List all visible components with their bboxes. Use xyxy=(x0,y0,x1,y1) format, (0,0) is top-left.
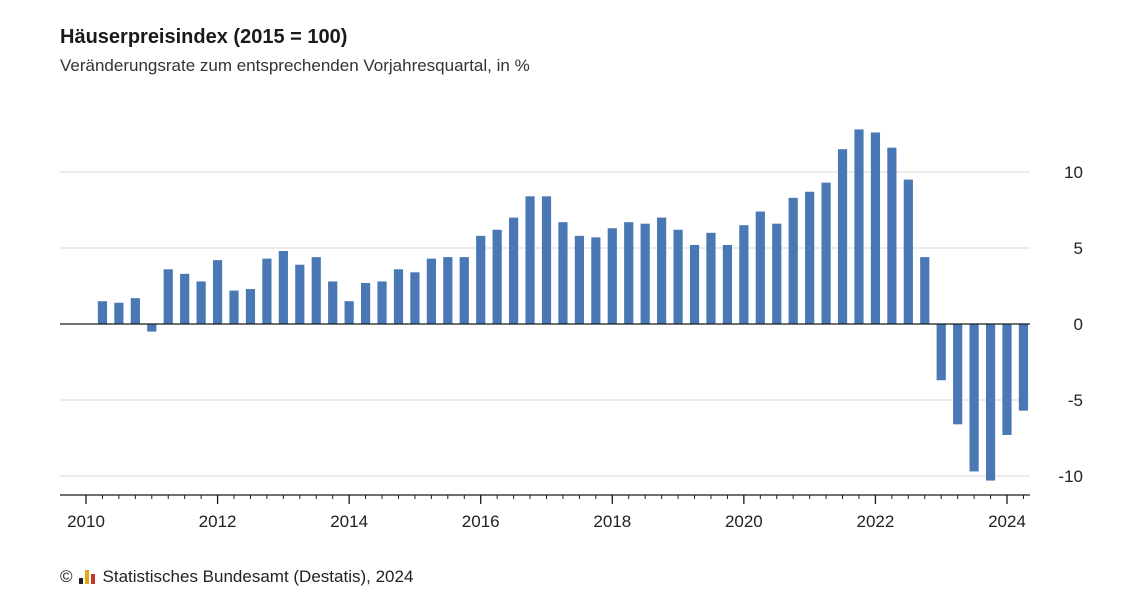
bar xyxy=(541,196,552,324)
y-tick-label: 5 xyxy=(1074,239,1083,258)
bar xyxy=(163,269,173,324)
bar xyxy=(196,281,206,324)
bar xyxy=(640,223,650,324)
x-tick-label: 2010 xyxy=(67,512,105,531)
bar xyxy=(229,290,239,324)
bar xyxy=(887,147,897,324)
bar xyxy=(180,273,190,324)
bar xyxy=(657,217,667,324)
bar xyxy=(854,129,864,324)
bar xyxy=(245,289,256,324)
x-tick-label: 2024 xyxy=(988,512,1026,531)
bar xyxy=(311,257,321,324)
destatis-logo-icon xyxy=(78,570,95,584)
y-tick-label: 0 xyxy=(1074,315,1083,334)
bar xyxy=(739,225,749,324)
y-tick-label: 10 xyxy=(1064,163,1083,182)
x-tick-label: 2012 xyxy=(199,512,237,531)
bar xyxy=(936,324,946,381)
bar xyxy=(985,324,996,481)
bar xyxy=(509,217,519,324)
bar xyxy=(722,244,733,324)
bar xyxy=(969,324,979,472)
bar xyxy=(574,235,584,324)
bar xyxy=(360,282,371,324)
bar xyxy=(1018,324,1029,411)
bar xyxy=(953,324,963,425)
copyright-icon: © xyxy=(60,567,73,586)
bar xyxy=(525,196,535,324)
bar xyxy=(344,301,354,324)
chart-subtitle: Veränderungsrate zum entsprechenden Vorj… xyxy=(60,56,530,75)
y-tick-label: -10 xyxy=(1058,467,1083,486)
bar xyxy=(393,269,404,324)
bar xyxy=(114,302,124,324)
bar xyxy=(870,132,881,324)
bar xyxy=(821,182,831,324)
bar xyxy=(689,244,700,324)
x-tick-label: 2014 xyxy=(330,512,368,531)
bar xyxy=(97,301,108,324)
bar xyxy=(328,281,338,324)
bar xyxy=(262,258,272,324)
source-text: Statistisches Bundesamt (Destatis), 2024 xyxy=(102,567,414,586)
bar xyxy=(1002,324,1012,435)
bar xyxy=(920,257,930,324)
bar xyxy=(558,222,568,324)
x-tick-label: 2020 xyxy=(725,512,763,531)
bar xyxy=(837,149,848,324)
bar xyxy=(377,281,387,324)
bar xyxy=(212,260,223,324)
bar xyxy=(805,191,815,324)
bar xyxy=(755,211,765,324)
bar xyxy=(278,251,288,324)
chart-title: Häuserpreisindex (2015 = 100) xyxy=(60,26,348,48)
y-tick-label: -5 xyxy=(1068,391,1083,410)
bar xyxy=(147,324,157,332)
bar xyxy=(607,228,617,324)
footer: © Statistisches Bundesamt (Destatis), 20… xyxy=(60,567,413,587)
bar xyxy=(591,237,601,324)
bar xyxy=(410,272,420,324)
bar xyxy=(476,235,486,324)
x-tick-label: 2016 xyxy=(462,512,500,531)
bar xyxy=(295,264,305,324)
bar xyxy=(426,258,436,324)
bar xyxy=(706,232,716,324)
bar xyxy=(624,222,634,324)
x-tick-label: 2022 xyxy=(857,512,895,531)
bar xyxy=(788,197,798,324)
bar xyxy=(459,257,469,324)
bar xyxy=(130,298,140,324)
x-tick-label: 2018 xyxy=(593,512,631,531)
bar xyxy=(492,229,502,324)
bar xyxy=(673,229,683,324)
bar xyxy=(772,223,782,324)
bar xyxy=(903,179,913,324)
bar xyxy=(443,257,453,324)
